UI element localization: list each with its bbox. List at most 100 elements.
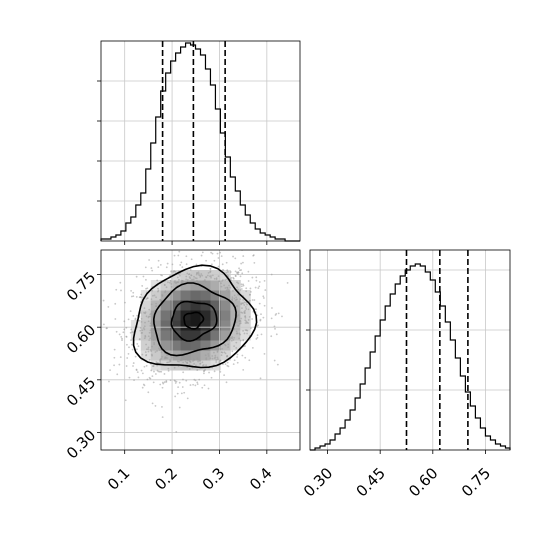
scatter-point — [231, 298, 234, 301]
heatmap-cell — [210, 340, 221, 351]
heatmap-cell — [160, 340, 172, 351]
scatter-point — [235, 305, 238, 307]
scatter-point — [196, 358, 199, 361]
scatter-point — [225, 271, 228, 274]
heatmap-cell — [220, 300, 231, 311]
scatter-point — [215, 361, 218, 363]
scatter-point — [185, 255, 188, 258]
scatter-point — [201, 361, 204, 364]
scatter-point — [205, 276, 208, 279]
scatter-point — [125, 335, 128, 338]
joint-x-tick-label: 0.1 — [104, 464, 134, 494]
scatter-point — [183, 391, 186, 394]
heatmap-cell — [140, 310, 152, 321]
scatter-point — [130, 339, 132, 342]
scatter-point — [239, 339, 242, 342]
scatter-point — [182, 280, 184, 282]
scatter-point — [197, 272, 200, 275]
scatter-point — [216, 350, 219, 353]
scatter-point — [132, 314, 135, 317]
scatter-point — [184, 360, 187, 363]
scatter-point — [237, 288, 240, 291]
scatter-point — [139, 329, 142, 332]
scatter-point — [217, 257, 220, 259]
scatter-point — [227, 271, 229, 273]
scatter-point — [127, 352, 130, 355]
scatter-point — [121, 339, 123, 342]
scatter-point — [221, 347, 224, 350]
heatmap-cell — [150, 320, 162, 331]
heatmap-cell — [200, 310, 211, 321]
scatter-point — [173, 379, 176, 382]
scatter-point — [148, 259, 151, 261]
scatter-point — [180, 281, 183, 284]
scatter-point — [135, 295, 138, 298]
heatmap-cell — [240, 330, 251, 341]
scatter-point — [243, 301, 246, 304]
scatter-point — [247, 280, 250, 282]
marginal-y-histogram-step — [310, 263, 511, 451]
scatter-point — [204, 354, 207, 357]
scatter-point — [243, 332, 246, 335]
scatter-point — [145, 315, 148, 318]
joint-x-tick-labels: 0.1 0.2 0.3 0.4 — [104, 464, 276, 494]
scatter-point — [224, 343, 226, 346]
scatter-point — [137, 376, 140, 379]
scatter-point — [151, 269, 154, 272]
heatmap-cell — [200, 340, 211, 351]
scatter-point — [238, 267, 240, 270]
scatter-point — [145, 343, 148, 346]
contour-line — [183, 311, 205, 330]
scatter-point — [245, 308, 248, 310]
marginal-y-x-tick-label: 0.60 — [405, 464, 441, 500]
scatter-point — [248, 316, 251, 318]
marginal-y-tick-marks — [306, 269, 486, 454]
scatter-point — [178, 360, 180, 363]
heatmap-cell — [150, 360, 162, 371]
scatter-point — [141, 285, 144, 287]
scatter-point — [190, 274, 193, 277]
scatter-point — [210, 376, 213, 379]
scatter-point — [237, 314, 240, 317]
scatter-point — [262, 295, 265, 298]
scatter-point — [222, 269, 225, 271]
scatter-point — [245, 320, 248, 323]
scatter-point — [158, 347, 160, 350]
marginal-x-histogram-step — [100, 42, 300, 242]
scatter-point — [193, 362, 195, 365]
scatter-point — [239, 319, 242, 322]
marginal-y-x-tick-label: 0.30 — [300, 464, 336, 500]
heatmap-cell — [130, 330, 142, 341]
scatter-point — [205, 357, 208, 360]
scatter-point — [140, 317, 143, 320]
scatter-point — [105, 327, 108, 330]
scatter-point — [147, 346, 150, 349]
scatter-point — [148, 331, 151, 334]
scatter-point — [169, 279, 172, 282]
marginal-x-histogram — [100, 42, 300, 242]
heatmap-cell — [240, 290, 251, 301]
scatter-point — [213, 351, 215, 354]
scatter-point — [259, 319, 262, 322]
contour-line — [132, 264, 258, 369]
scatter-point — [141, 329, 144, 332]
marginal-y-frame — [309, 249, 511, 451]
scatter-point — [144, 311, 147, 314]
joint-x-tick-label: 0.2 — [151, 464, 181, 494]
scatter-point — [181, 266, 184, 269]
marginal-histogram-y-panel: 0.30 0.45 0.60 0.75 — [300, 249, 511, 500]
scatter-point — [218, 280, 221, 283]
scatter-point — [143, 307, 146, 310]
scatter-point — [145, 354, 147, 357]
scatter-point — [140, 293, 143, 296]
scatter-point — [186, 362, 189, 365]
scatter-point — [203, 384, 206, 387]
scatter-point — [211, 274, 214, 277]
scatter-point — [126, 357, 129, 359]
scatter-point — [161, 355, 164, 358]
scatter-point — [165, 357, 168, 359]
scatter-point — [151, 345, 153, 348]
heatmap-cell — [220, 310, 231, 321]
scatter-point — [225, 381, 228, 384]
heatmap-cell — [220, 290, 231, 301]
